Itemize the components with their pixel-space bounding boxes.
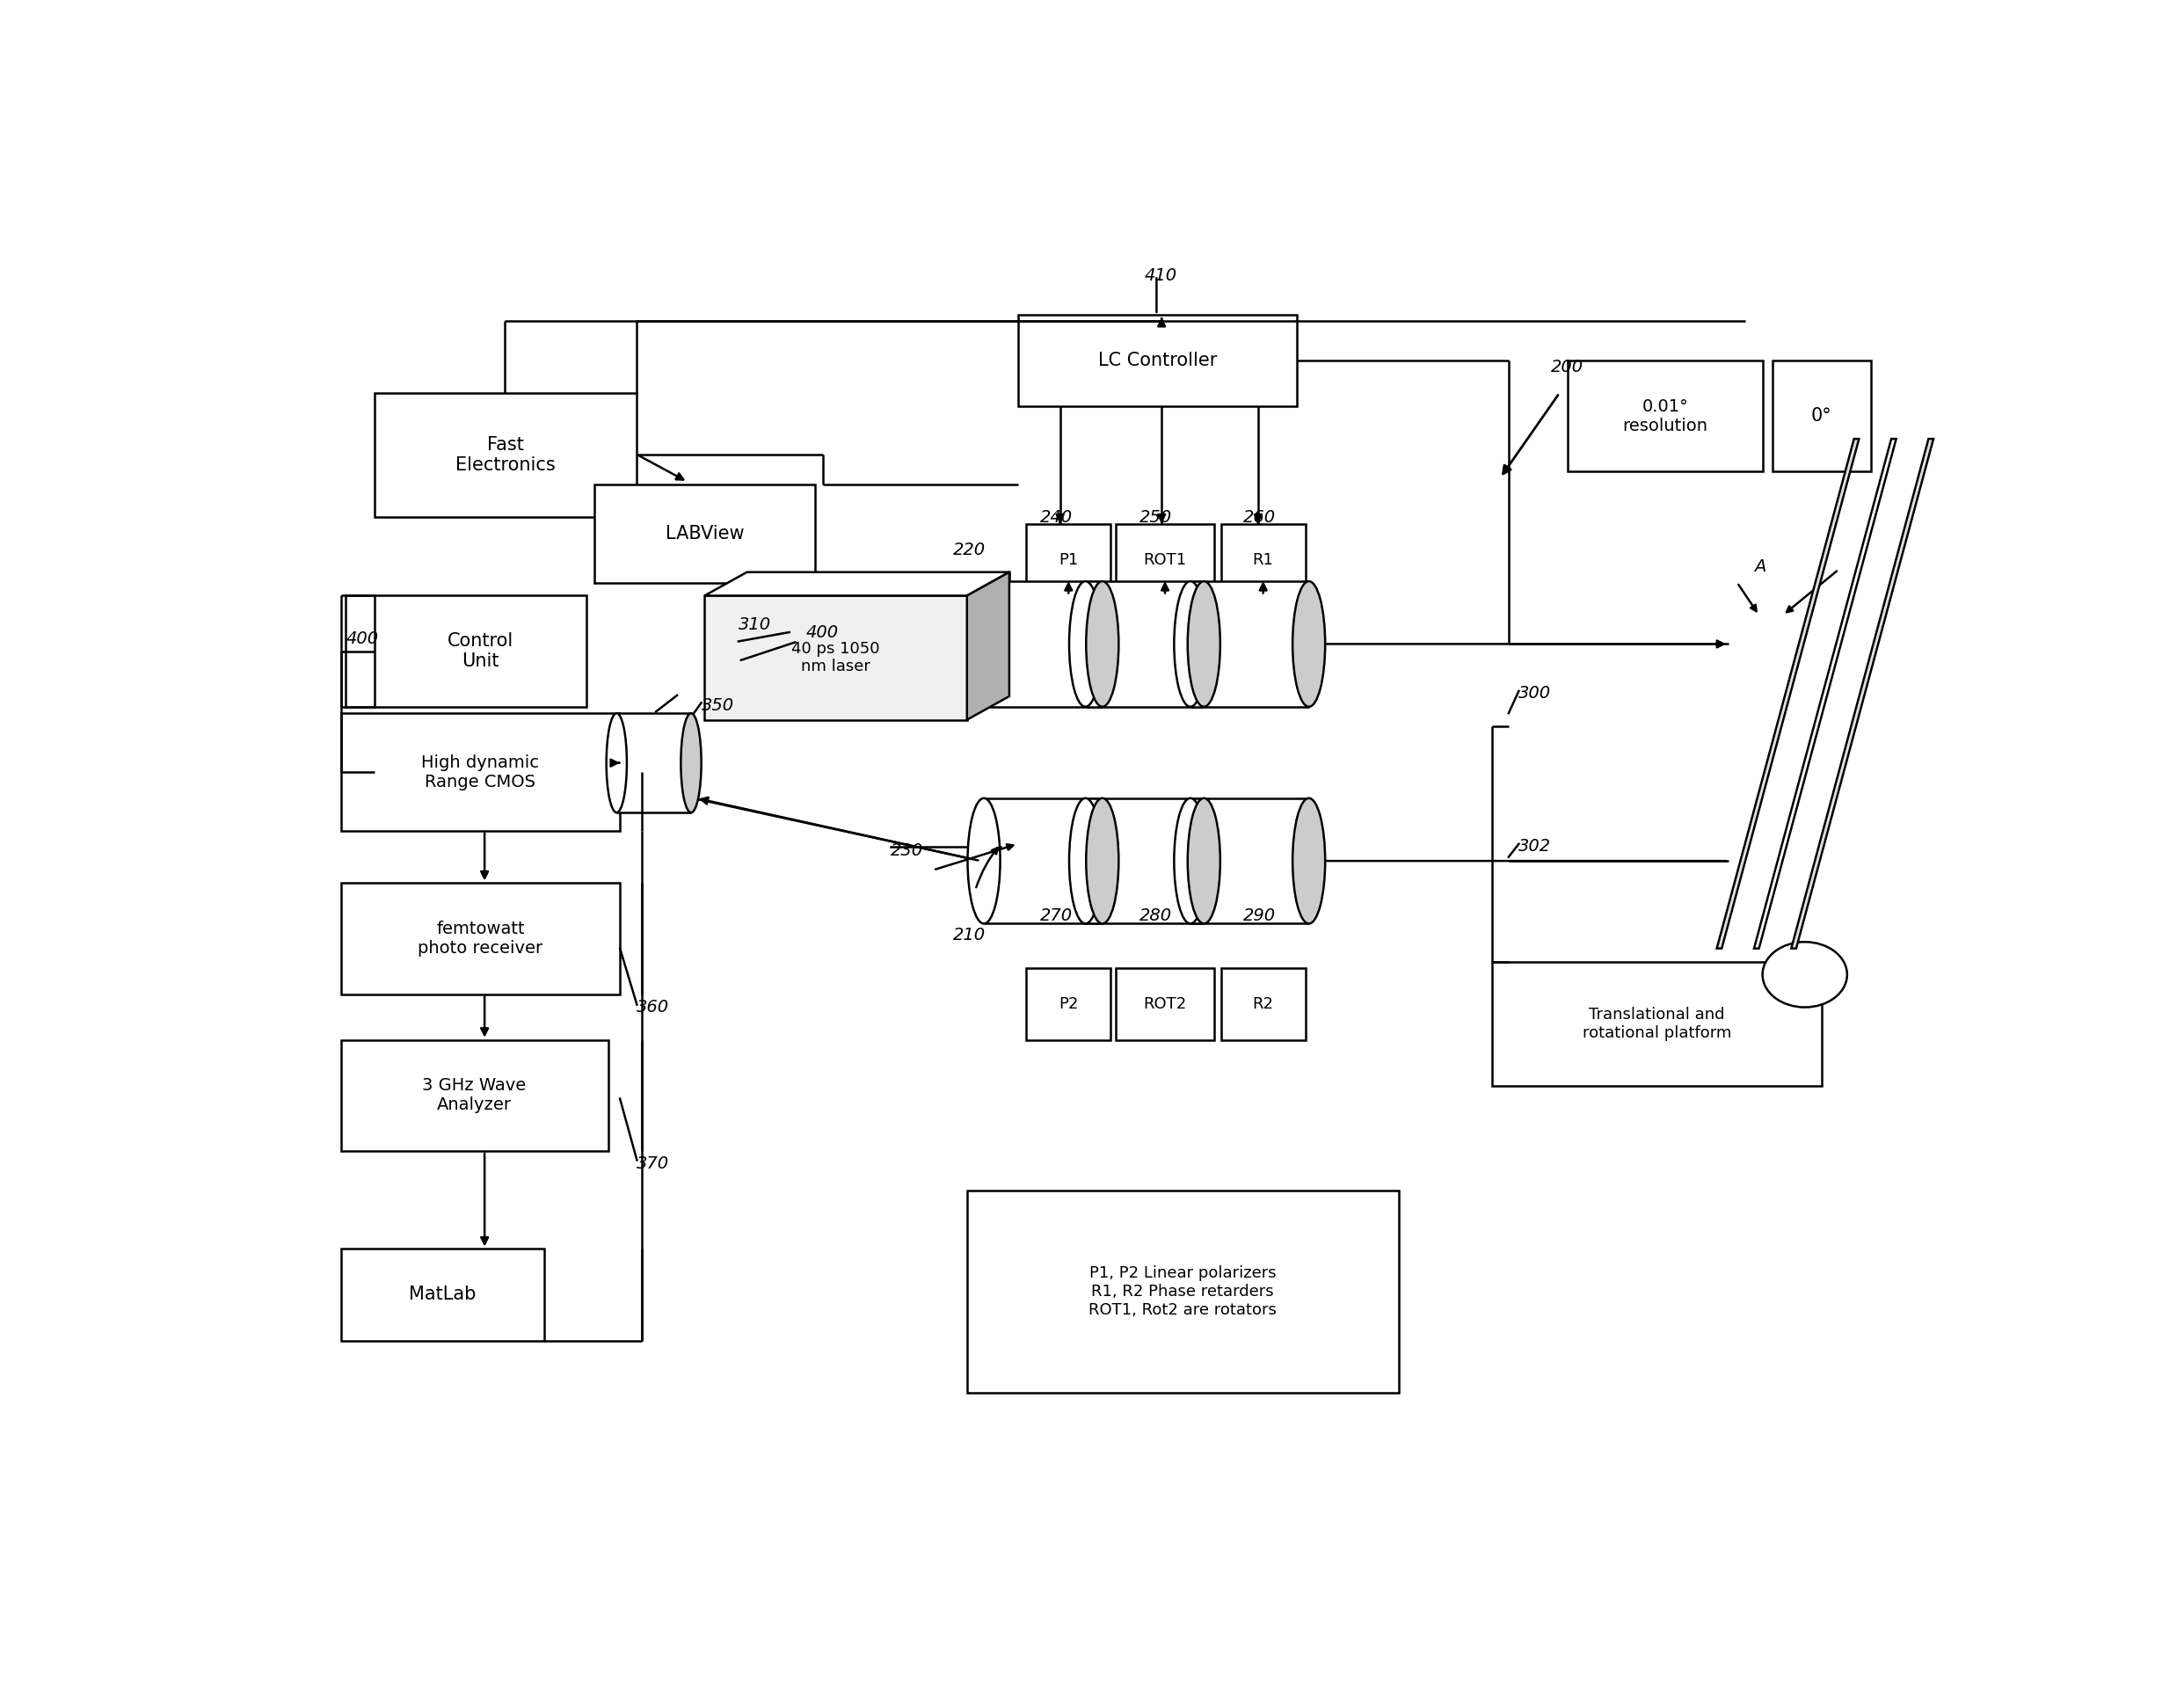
Text: 220: 220 <box>954 541 985 558</box>
Text: 270: 270 <box>1040 908 1072 925</box>
Text: 350: 350 <box>701 697 734 714</box>
Text: R1: R1 <box>1254 552 1273 567</box>
Bar <box>376 596 585 706</box>
Ellipse shape <box>1188 798 1221 923</box>
Text: Control
Unit: Control Unit <box>448 633 513 670</box>
Bar <box>1492 962 1821 1086</box>
Text: 300: 300 <box>1518 686 1551 703</box>
Bar <box>1018 314 1297 406</box>
Ellipse shape <box>1293 798 1326 923</box>
Ellipse shape <box>1085 582 1118 706</box>
Text: 240: 240 <box>1040 509 1072 526</box>
Ellipse shape <box>681 713 701 813</box>
Text: 210: 210 <box>954 927 985 944</box>
Bar <box>594 485 815 582</box>
Polygon shape <box>1717 440 1859 949</box>
Text: P2: P2 <box>1059 996 1079 1011</box>
Text: 250: 250 <box>1140 509 1173 526</box>
Bar <box>983 582 1103 706</box>
Text: Fast
Electronics: Fast Electronics <box>456 436 555 473</box>
Polygon shape <box>968 572 1009 720</box>
Bar <box>1116 967 1214 1040</box>
Text: LABView: LABView <box>666 524 745 543</box>
Polygon shape <box>705 572 1009 596</box>
Bar <box>705 596 968 720</box>
Text: LC Controller: LC Controller <box>1099 351 1216 370</box>
Ellipse shape <box>1175 582 1208 706</box>
Bar <box>747 572 1009 696</box>
Text: P1: P1 <box>1059 552 1079 567</box>
Text: 280: 280 <box>1140 908 1173 925</box>
Text: 230: 230 <box>891 842 924 859</box>
Text: ROT2: ROT2 <box>1144 996 1186 1011</box>
Bar <box>1026 524 1112 596</box>
Ellipse shape <box>607 713 627 813</box>
Bar <box>1190 582 1308 706</box>
Bar <box>1116 524 1214 596</box>
Text: Translational and
rotational platform: Translational and rotational platform <box>1581 1006 1732 1040</box>
Bar <box>1568 360 1762 472</box>
Bar <box>983 798 1103 923</box>
Text: 40 ps 1050
nm laser: 40 ps 1050 nm laser <box>791 641 880 675</box>
Ellipse shape <box>968 582 1000 706</box>
Ellipse shape <box>1175 798 1208 923</box>
Ellipse shape <box>1070 582 1101 706</box>
Bar <box>968 1190 1398 1393</box>
Ellipse shape <box>1188 582 1221 706</box>
Text: 260: 260 <box>1243 509 1275 526</box>
Ellipse shape <box>1085 798 1118 923</box>
Bar <box>1221 967 1306 1040</box>
Bar <box>1190 798 1308 923</box>
Text: 290: 290 <box>1243 908 1275 925</box>
Text: ROT1: ROT1 <box>1144 552 1186 567</box>
Text: 0°: 0° <box>1811 407 1832 424</box>
Text: MatLab: MatLab <box>408 1286 476 1303</box>
Circle shape <box>1762 942 1848 1008</box>
Bar <box>1085 798 1203 923</box>
Bar <box>341 1249 544 1341</box>
Polygon shape <box>1791 440 1933 949</box>
Text: 400: 400 <box>806 624 839 640</box>
Text: P1, P2 Linear polarizers
R1, R2 Phase retarders
ROT1, Rot2 are rotators: P1, P2 Linear polarizers R1, R2 Phase re… <box>1090 1266 1278 1317</box>
Text: 3 GHz Wave
Analyzer: 3 GHz Wave Analyzer <box>422 1078 526 1113</box>
Text: R2: R2 <box>1254 996 1273 1011</box>
Bar <box>1773 360 1872 472</box>
Bar <box>1085 582 1203 706</box>
Text: 302: 302 <box>1518 838 1551 855</box>
Text: 410: 410 <box>1144 266 1177 283</box>
Text: femtowatt
photo receiver: femtowatt photo receiver <box>417 921 544 957</box>
Text: A: A <box>1754 558 1767 575</box>
Ellipse shape <box>1070 798 1101 923</box>
Text: 0.01°
resolution: 0.01° resolution <box>1623 399 1708 434</box>
Bar <box>1221 524 1306 596</box>
Bar <box>341 713 620 832</box>
Bar <box>376 394 638 518</box>
Bar <box>616 713 690 813</box>
Polygon shape <box>1754 440 1896 949</box>
Text: 310: 310 <box>738 616 771 633</box>
Text: 400: 400 <box>345 630 378 647</box>
Ellipse shape <box>968 798 1000 923</box>
Bar <box>341 1040 607 1151</box>
Bar <box>341 882 620 994</box>
Text: 370: 370 <box>638 1156 670 1173</box>
Ellipse shape <box>1293 582 1326 706</box>
Text: 200: 200 <box>1551 358 1583 375</box>
Bar <box>1026 967 1112 1040</box>
Text: 360: 360 <box>638 1000 670 1015</box>
Text: High dynamic
Range CMOS: High dynamic Range CMOS <box>422 753 539 791</box>
